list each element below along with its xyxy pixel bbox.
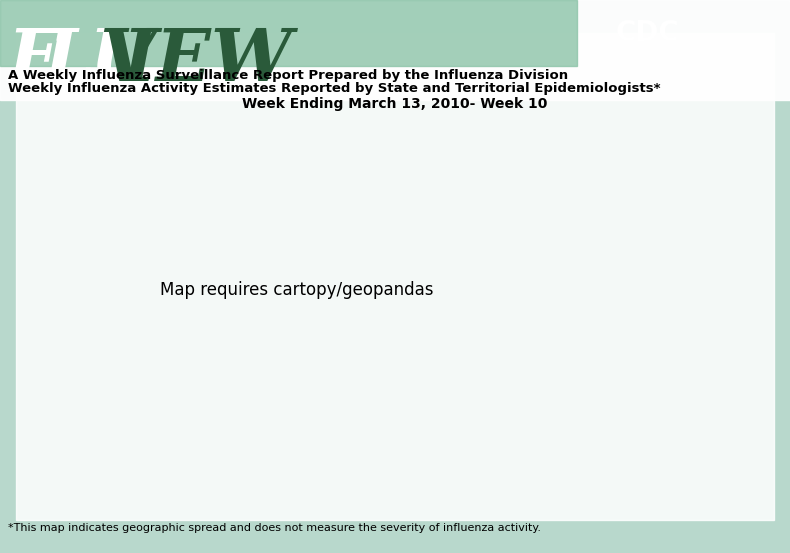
- Text: CENTERS FOR DISEASE
CONTROL AND PREVENTION: CENTERS FOR DISEASE CONTROL AND PREVENTI…: [613, 71, 683, 82]
- Text: LU: LU: [43, 25, 153, 96]
- Text: V: V: [99, 25, 155, 96]
- Text: *This map indicates geographic spread and does not measure the severity of influ: *This map indicates geographic spread an…: [8, 523, 541, 533]
- Text: Map requires cartopy/geopandas: Map requires cartopy/geopandas: [160, 281, 433, 299]
- Text: CDC: CDC: [616, 19, 679, 47]
- Text: IEW: IEW: [122, 25, 292, 96]
- Bar: [16, 33, 774, 520]
- Bar: [0, 0, 577, 66]
- Text: Weekly Influenza Activity Estimates Reported by State and Territorial Epidemiolo: Weekly Influenza Activity Estimates Repo…: [8, 82, 660, 95]
- Text: F: F: [8, 25, 59, 96]
- Text: A Weekly Influenza Surveillance Report Prepared by the Influenza Division: A Weekly Influenza Surveillance Report P…: [8, 69, 568, 82]
- Text: Week Ending March 13, 2010- Week 10: Week Ending March 13, 2010- Week 10: [243, 97, 547, 111]
- Bar: [0, 0, 790, 100]
